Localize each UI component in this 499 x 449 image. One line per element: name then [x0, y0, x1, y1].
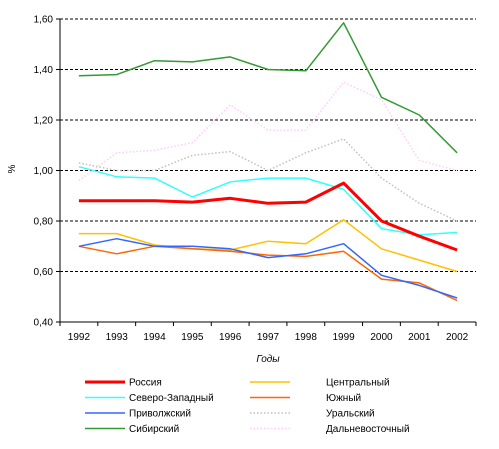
y-tick-label: 1,00: [34, 166, 54, 177]
x-tick-label: 2001: [408, 332, 431, 343]
series-line-7: [78, 22, 458, 154]
legend: Россия Центральный Северо-Западный Южный При…: [85, 378, 410, 435]
gridlines: [60, 18, 476, 272]
x-tick-label: 2002: [446, 332, 469, 343]
series-line-4: [78, 245, 458, 302]
y-tick-label: 0,60: [34, 267, 54, 278]
legend-label-3: Северо-Западный: [129, 393, 214, 404]
x-tick-label: 1992: [68, 332, 91, 343]
y-tick-label: 1,20: [34, 116, 54, 127]
y-axis-title: %: [7, 164, 18, 173]
y-tick-label: 1,60: [34, 15, 54, 26]
legend-label-2: Центральный: [326, 378, 390, 389]
y-tick-label: 0,40: [34, 318, 54, 329]
series-line-1: [78, 181, 458, 252]
legend-label-8: Дальневосточный: [326, 424, 410, 435]
legend-label-7: Сибирский: [129, 423, 179, 435]
x-tick-label: 1996: [219, 332, 242, 343]
x-tick-label: 1994: [143, 332, 166, 343]
series-line-3: [78, 165, 458, 236]
series-line-8: [78, 81, 458, 182]
legend-label-1: Россия: [129, 378, 162, 389]
y-tick-label: 0,80: [34, 217, 54, 228]
axes: [56, 18, 477, 326]
series-line-6: [78, 138, 458, 222]
x-tick-label: 1998: [295, 332, 318, 343]
x-tick-label: 1997: [257, 332, 280, 343]
legend-label-6: Уральский: [326, 409, 375, 420]
x-axis-title: Годы: [256, 354, 280, 365]
legend-label-4: Южный: [326, 393, 361, 404]
x-tick-label: 1999: [333, 332, 356, 343]
legend-label-5: Приволжский: [129, 409, 191, 420]
x-tick-label: 1995: [181, 332, 204, 343]
series-lines: [78, 22, 458, 302]
y-tick-label: 1,40: [34, 65, 54, 76]
x-tick-label: 1993: [106, 332, 129, 343]
tick-labels: 0,40 0,60 0,80 1,00 1,20 1,40 1,60 1992 1993 1994…: [34, 15, 469, 344]
x-tick-label: 2000: [370, 332, 393, 343]
series-line-2: [78, 218, 458, 273]
series-line-5: [78, 237, 458, 299]
